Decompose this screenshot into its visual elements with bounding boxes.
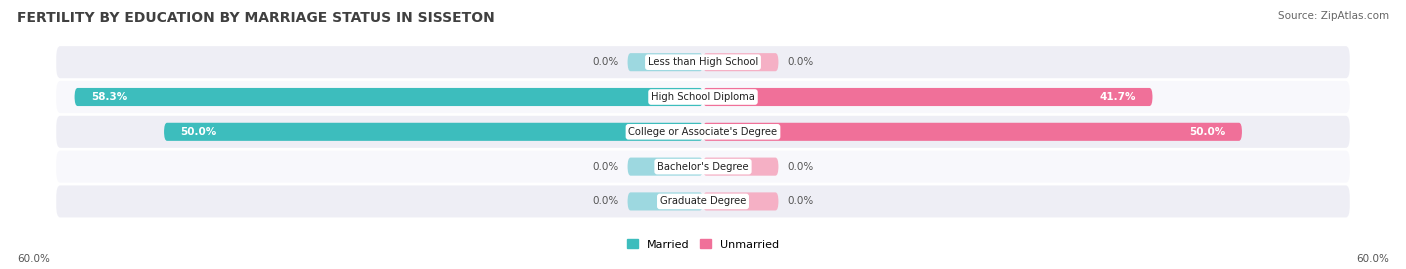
FancyBboxPatch shape — [703, 158, 779, 176]
Text: 50.0%: 50.0% — [1189, 127, 1226, 137]
FancyBboxPatch shape — [75, 88, 703, 106]
Text: 58.3%: 58.3% — [91, 92, 127, 102]
Text: Bachelor's Degree: Bachelor's Degree — [657, 162, 749, 172]
Text: Less than High School: Less than High School — [648, 57, 758, 67]
Text: 60.0%: 60.0% — [1357, 254, 1389, 264]
Text: 0.0%: 0.0% — [593, 196, 619, 206]
Text: 0.0%: 0.0% — [787, 162, 813, 172]
Text: 50.0%: 50.0% — [180, 127, 217, 137]
FancyBboxPatch shape — [627, 158, 703, 176]
FancyBboxPatch shape — [56, 81, 1350, 113]
Text: 60.0%: 60.0% — [17, 254, 49, 264]
Text: Graduate Degree: Graduate Degree — [659, 196, 747, 206]
FancyBboxPatch shape — [56, 116, 1350, 148]
Text: Source: ZipAtlas.com: Source: ZipAtlas.com — [1278, 11, 1389, 21]
Text: 0.0%: 0.0% — [593, 57, 619, 67]
Text: 0.0%: 0.0% — [787, 196, 813, 206]
FancyBboxPatch shape — [703, 123, 1241, 141]
Text: FERTILITY BY EDUCATION BY MARRIAGE STATUS IN SISSETON: FERTILITY BY EDUCATION BY MARRIAGE STATU… — [17, 11, 495, 25]
FancyBboxPatch shape — [56, 46, 1350, 78]
Text: High School Diploma: High School Diploma — [651, 92, 755, 102]
FancyBboxPatch shape — [703, 192, 779, 210]
FancyBboxPatch shape — [627, 53, 703, 71]
FancyBboxPatch shape — [56, 151, 1350, 183]
FancyBboxPatch shape — [627, 192, 703, 210]
Text: 41.7%: 41.7% — [1099, 92, 1136, 102]
Text: 0.0%: 0.0% — [593, 162, 619, 172]
Legend: Married, Unmarried: Married, Unmarried — [621, 235, 785, 254]
FancyBboxPatch shape — [56, 185, 1350, 217]
FancyBboxPatch shape — [165, 123, 703, 141]
Text: College or Associate's Degree: College or Associate's Degree — [628, 127, 778, 137]
FancyBboxPatch shape — [703, 53, 779, 71]
Text: 0.0%: 0.0% — [787, 57, 813, 67]
FancyBboxPatch shape — [703, 88, 1153, 106]
